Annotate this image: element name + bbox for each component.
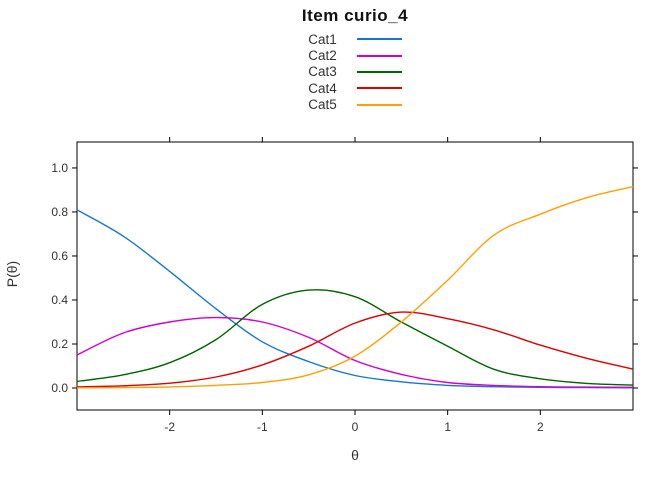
- y-tick-label: 1.0: [51, 161, 68, 175]
- legend: Cat1 Cat2 Cat3 Cat4 Cat5: [77, 31, 633, 113]
- y-tick-label: 0.8: [51, 205, 68, 219]
- y-axis-label: P(θ): [4, 260, 20, 288]
- x-tick-label: 2: [537, 420, 544, 434]
- legend-row: Cat4: [77, 80, 633, 96]
- legend-label: Cat2: [308, 48, 337, 64]
- legend-row: Cat5: [77, 97, 633, 113]
- legend-line-swatch: [356, 87, 402, 90]
- legend-label: Cat5: [308, 97, 337, 113]
- legend-label: Cat1: [308, 31, 337, 47]
- legend-label: Cat4: [308, 80, 337, 96]
- legend-line-swatch: [356, 103, 402, 106]
- x-tick-label: -1: [257, 420, 268, 434]
- legend-line-swatch: [356, 38, 402, 41]
- y-tick-label: 0.2: [51, 337, 68, 351]
- legend-label: Cat3: [308, 64, 337, 80]
- x-axis-label: θ: [351, 447, 359, 463]
- y-tick-label: 0.0: [51, 381, 68, 395]
- series-curve-cat4: [76, 311, 634, 388]
- plot-border: [76, 141, 634, 411]
- legend-line-swatch: [356, 70, 402, 73]
- legend-line-swatch: [356, 54, 402, 57]
- series-curve-cat5: [76, 186, 634, 389]
- y-tick-label: 0.6: [51, 249, 68, 263]
- x-tick-label: 1: [444, 420, 451, 434]
- x-tick-label: -2: [164, 420, 175, 434]
- series-curve-cat2: [76, 316, 634, 388]
- series-curve-cat3: [76, 289, 634, 386]
- x-tick-label: 0: [352, 420, 359, 434]
- legend-row: Cat1: [77, 31, 633, 47]
- legend-row: Cat2: [77, 47, 633, 63]
- chart-title: Item curio_4: [301, 6, 409, 25]
- legend-row: Cat3: [77, 64, 633, 80]
- y-tick-label: 0.4: [51, 293, 68, 307]
